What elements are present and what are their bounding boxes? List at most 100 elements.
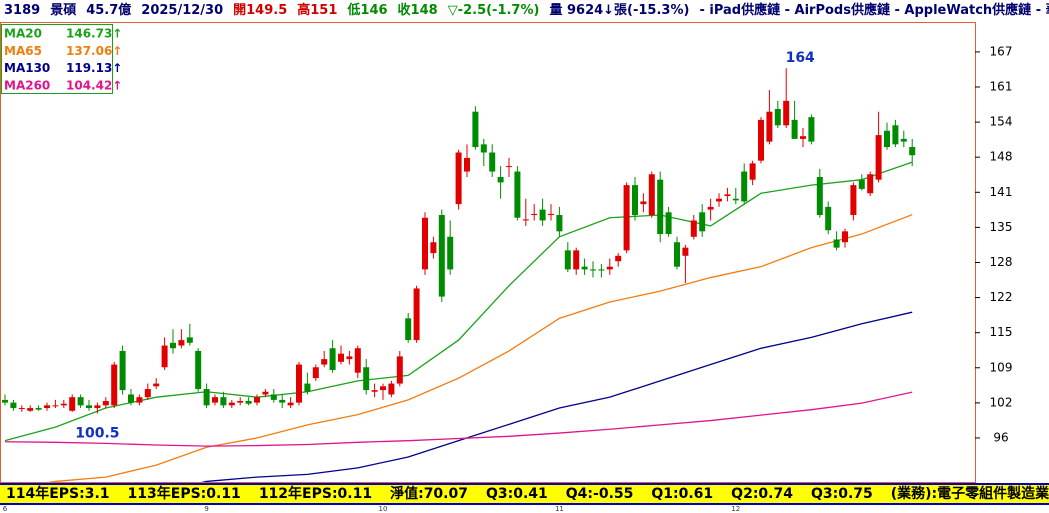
low-label: 100.5: [75, 425, 119, 441]
x-tick-label: 9: [204, 505, 208, 513]
header-item: 收148: [397, 3, 438, 18]
legend-name: MA65: [4, 44, 42, 58]
header-item: 2025/12/30: [141, 3, 224, 18]
candle-body: [237, 400, 244, 403]
legend-value: 137.06↑: [66, 44, 122, 58]
candle-body: [27, 408, 34, 411]
ma-line: [4, 161, 913, 442]
candle-body: [170, 342, 176, 349]
plot-frame: [0, 22, 976, 483]
candle-body: [60, 403, 67, 406]
y-tick-label: 122: [990, 290, 1013, 304]
candle-body: [858, 179, 865, 189]
x-tick-label: 6: [3, 505, 8, 513]
x-tick-label: 11: [555, 505, 564, 513]
header-item: - iPad供應鏈 - AirPods供應鏈 - AppleWatch供應鏈 -…: [699, 3, 1049, 18]
candle-body: [413, 288, 420, 341]
candle-body: [178, 340, 185, 346]
y-tick-label: 167: [990, 44, 1013, 58]
candle-body: [2, 399, 8, 403]
candle-body: [648, 174, 655, 216]
candle-body: [850, 185, 857, 216]
x-tick-label: 12: [731, 505, 740, 513]
candle-body: [472, 111, 479, 148]
candle-body: [312, 367, 319, 379]
candle-body: [128, 394, 134, 403]
legend: MA20 146.73↑ MA65 137.06↑ MA130 119.13↑ MA260 1…: [1, 24, 122, 94]
candle-body: [380, 386, 386, 391]
candle-body: [464, 157, 470, 172]
candle-body: [371, 390, 378, 392]
candle-body: [783, 100, 790, 126]
candle-body: [35, 408, 42, 410]
candle-body: [707, 206, 714, 210]
footer-item: Q3:0.41: [485, 486, 548, 502]
header-item: ▽-2.5(-1.7%): [447, 3, 540, 18]
footer-bar: 114年EPS:3.1 113年EPS:0.11 112年EPS:0.11 淨值:70…: [0, 483, 1049, 505]
candle-body: [833, 239, 840, 248]
candle-body: [816, 176, 823, 216]
header-item: 景碩: [50, 3, 77, 18]
candle-body: [615, 255, 622, 262]
candle-body: [749, 163, 756, 180]
candle-body: [220, 397, 227, 406]
header-item: 低146: [347, 3, 388, 18]
candle-body: [674, 242, 680, 267]
candle-body: [573, 250, 580, 270]
candle-body: [44, 405, 50, 409]
candle-body: [665, 212, 672, 235]
candle-body: [405, 318, 412, 341]
candle-body: [119, 350, 126, 391]
candle-body: [732, 198, 739, 201]
candle-body: [245, 400, 252, 404]
candle-body: [825, 206, 832, 231]
candle-body: [363, 367, 370, 391]
candle-body: [690, 220, 697, 237]
candle-body: [632, 185, 638, 216]
candle-body: [228, 402, 235, 406]
candle-body: [716, 198, 722, 202]
candle-body: [682, 247, 689, 256]
candle-body: [287, 402, 294, 406]
y-tick-label: 128: [990, 255, 1013, 269]
candle-body: [531, 213, 538, 216]
candle-body: [808, 117, 815, 142]
candle-body: [270, 394, 277, 400]
candle-body: [262, 391, 269, 395]
candle-body: [346, 356, 353, 360]
candle-body: [102, 400, 109, 406]
candle-body: [430, 242, 437, 254]
candle-body: [212, 397, 218, 403]
candle-body: [111, 364, 118, 406]
candle-body: [842, 231, 848, 243]
y-tick-label: 148: [990, 150, 1013, 164]
candle-body: [758, 119, 764, 161]
footer-item: Q3:0.75: [810, 486, 873, 502]
candle-body: [699, 212, 706, 232]
y-axis: 96 102 109 115 122 128 135 141 148 154 161 167: [975, 44, 1012, 444]
footer-item: 113年EPS:0.11: [127, 486, 241, 502]
candle-body: [338, 353, 344, 362]
header-item: 量 9624↓張(-15.3%): [549, 3, 690, 18]
candle-body: [329, 348, 336, 370]
ma-line: [200, 311, 913, 482]
footer-item: 淨值:70.07: [390, 486, 468, 502]
candle-body: [741, 171, 748, 202]
candle-body: [522, 219, 529, 221]
candle-body: [52, 405, 59, 407]
candle-body: [77, 397, 84, 406]
candle-body: [766, 111, 773, 142]
candle-body: [867, 174, 874, 194]
candle-body: [539, 209, 546, 221]
candle-body: [909, 147, 916, 156]
candle-body: [304, 383, 311, 392]
header-item: 45.7億: [86, 3, 132, 18]
candle-body: [657, 179, 664, 235]
candle-body: [724, 194, 731, 196]
candle-body: [195, 350, 202, 390]
legend-value: 104.42↑: [66, 78, 122, 92]
footer-item: Q1:0.61: [651, 486, 714, 502]
footer-item: (業務):電子零組件製造業: [890, 486, 1049, 502]
high-label: 164: [786, 50, 815, 66]
